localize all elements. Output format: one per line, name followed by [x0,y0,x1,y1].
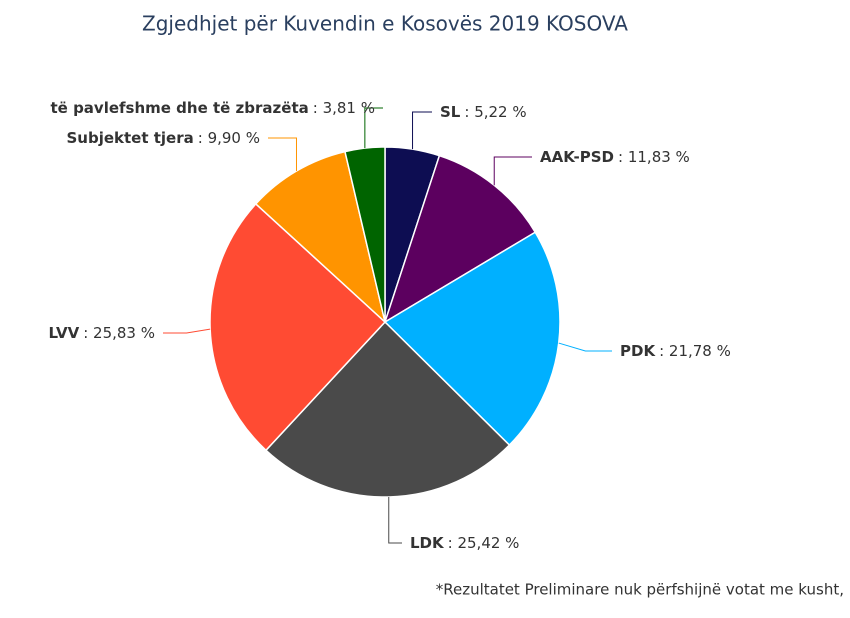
value-label: : 9,90 % [198,129,260,147]
data-label: LVV: 25,83 % [48,324,155,342]
pie-slice [209,202,387,452]
category-label: LVV [48,324,79,342]
category-label: PDK [620,342,656,360]
data-label: Subjektet tjera : 9,90 % [66,129,260,147]
pie-slice [383,154,537,324]
connector-line [364,107,383,149]
value-label: : 3,81 % [313,99,375,117]
value-label: : 11,83 % [618,148,690,166]
connector-line [268,137,297,172]
value-label: : 5,22 % [464,103,526,121]
connector-line [493,156,532,186]
value-label: : 25,83 % [83,324,155,342]
category-label: Subjektet tjera [66,129,193,147]
data-label: PDK: 21,78 % [620,342,731,360]
pie-slice [383,231,561,447]
category-label: LDK [410,534,445,552]
value-label: : 21,78 % [659,342,731,360]
pie-slice [264,320,511,498]
connector-line [558,342,612,352]
data-label: LDK: 25,42 % [410,534,519,552]
category-label: të pavlefshme dhe të zbrazëta [51,99,309,117]
connector-line [163,328,211,334]
data-label: të pavlefshme dhe të zbrazëta: 3,81 % [51,99,376,117]
data-label: AAK-PSD: 11,83 % [540,148,690,166]
footnote: *Rezultatet Preliminare nuk përfshijnë v… [436,581,844,599]
data-label: SL: 5,22 % [440,103,527,121]
category-label: SL [440,103,461,121]
connector-line [412,111,432,150]
category-label: AAK-PSD [540,148,614,166]
chart-title: Zgjedhjet për Kuvendin e Kosovës 2019 KO… [142,12,628,36]
value-label: : 25,42 % [448,534,520,552]
connector-line [388,496,402,544]
